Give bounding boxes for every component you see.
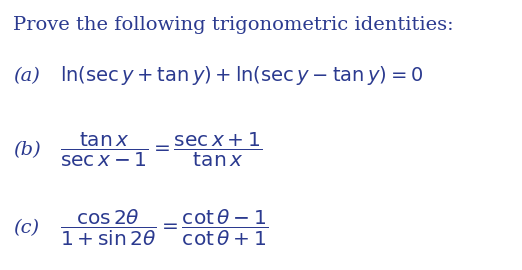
Text: $\mathrm{ln}(\mathrm{sec}\, y + \mathrm{tan}\, y) + \mathrm{ln}(\mathrm{sec}\, y: $\mathrm{ln}(\mathrm{sec}\, y + \mathrm{… xyxy=(60,64,423,87)
Text: (a): (a) xyxy=(13,67,40,85)
Text: $\dfrac{\mathrm{cos}\, 2\theta}{1 + \mathrm{sin}\, 2\theta} = \dfrac{\mathrm{cot: $\dfrac{\mathrm{cos}\, 2\theta}{1 + \mat… xyxy=(60,208,268,248)
Text: (c): (c) xyxy=(13,219,39,237)
Text: $\dfrac{\mathrm{tan}\, x}{\mathrm{sec}\, x - 1} = \dfrac{\mathrm{sec}\, x + 1}{\: $\dfrac{\mathrm{tan}\, x}{\mathrm{sec}\,… xyxy=(60,131,263,169)
Text: Prove the following trigonometric identities:: Prove the following trigonometric identi… xyxy=(13,16,454,34)
Text: (b): (b) xyxy=(13,141,41,159)
